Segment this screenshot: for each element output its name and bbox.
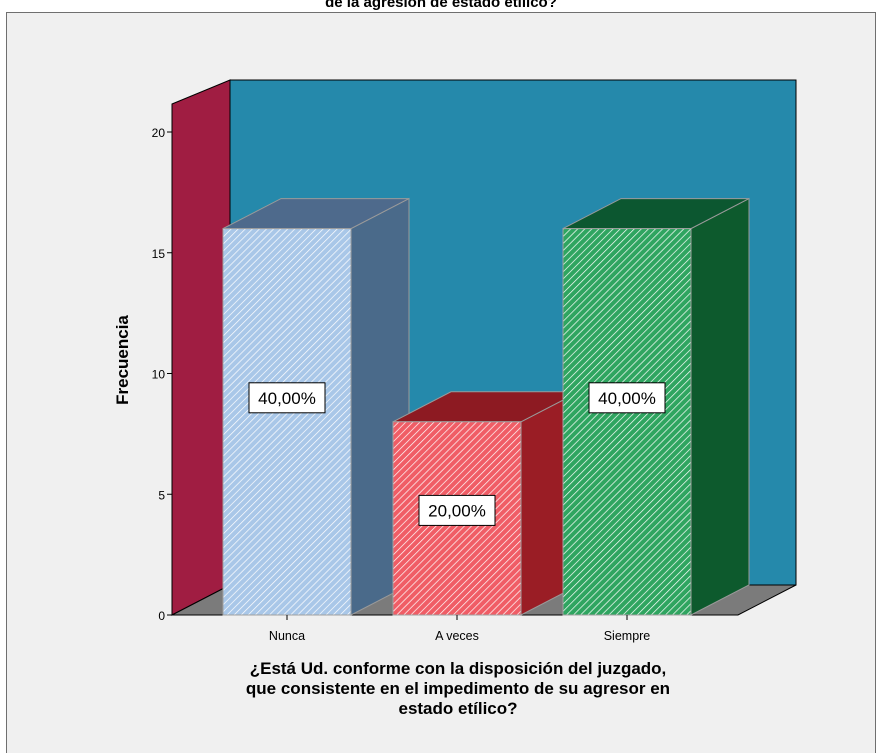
data-label: 40,00% — [598, 389, 656, 408]
x-axis-label-line: estado etílico? — [398, 699, 517, 718]
bar-front — [222, 228, 352, 616]
bars: 40,00% 20,00% 40,00% — [222, 197, 750, 616]
bar-nunca: 40,00% — [222, 197, 410, 616]
data-label: 40,00% — [258, 389, 316, 408]
y-tick-label: 15 — [152, 247, 166, 261]
x-category-label: Siempre — [604, 629, 651, 643]
x-axis-label: ¿Está Ud. conforme con la disposición de… — [246, 659, 670, 718]
data-label-box — [588, 382, 666, 414]
bar-a-veces: 20,00% — [392, 390, 580, 616]
bar-front — [562, 228, 692, 616]
bar-side — [690, 197, 750, 616]
x-axis-label-line: ¿Está Ud. conforme con la disposición de… — [250, 659, 667, 678]
bar-siempre: 40,00% — [562, 197, 750, 616]
y-tick-label: 0 — [158, 609, 165, 623]
y-tick-label: 5 — [158, 488, 165, 502]
x-category-labels: Nunca A veces Siempre — [269, 615, 650, 643]
data-label: 20,00% — [428, 501, 486, 520]
x-category-label: Nunca — [269, 629, 305, 643]
y-axis-label: Frecuencia — [113, 315, 132, 405]
data-label-box — [418, 494, 496, 526]
x-category-label: A veces — [435, 629, 479, 643]
data-label-box — [248, 382, 326, 414]
chart-title: de la agresión de estado etílico? — [325, 0, 557, 11]
x-axis-label-line: que consistente en el impedimento de su … — [246, 679, 670, 698]
y-tick-label: 10 — [152, 368, 166, 382]
side-wall — [171, 79, 231, 616]
y-tick-label: 20 — [152, 126, 166, 140]
